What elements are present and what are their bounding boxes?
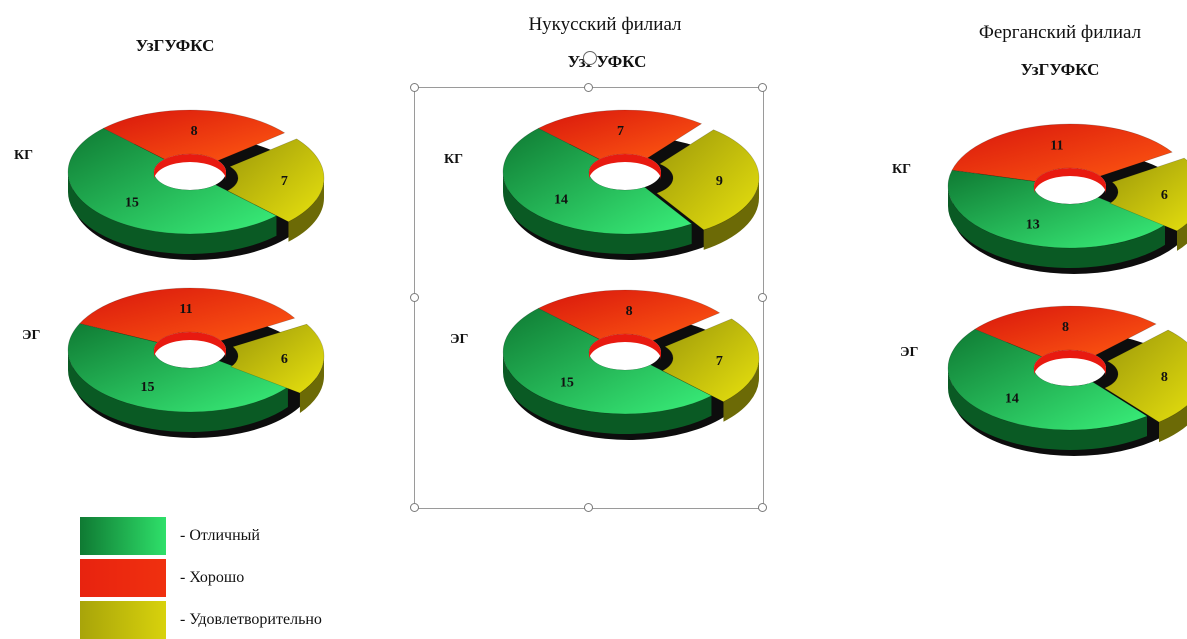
legend-item-good: - Хорошо	[80, 559, 244, 597]
doughnut-side	[948, 368, 1148, 450]
resize-handle-bc[interactable]	[584, 503, 593, 512]
legend-item-excellent: - Отличный	[80, 517, 260, 555]
resize-handle-tr[interactable]	[758, 83, 767, 92]
chart-1-kg-label: КГ	[14, 148, 34, 163]
chart-1-subtitle: УзГУФКС	[135, 36, 215, 55]
chart-2-title: Нукусский филиал	[528, 14, 682, 35]
legend-item-satisfactory: - Удовлетворительно	[80, 601, 322, 639]
data-label: 14	[1005, 392, 1019, 407]
slice-satisfactory	[1109, 157, 1187, 232]
doughnut-hole-wall	[1034, 168, 1106, 194]
data-label: 15	[125, 196, 139, 211]
resize-handle-bl[interactable]	[410, 503, 419, 512]
doughnut-side	[68, 350, 288, 432]
data-label: 6	[281, 352, 288, 367]
slice-satisfactory	[226, 138, 325, 223]
doughnut-hole-wall	[589, 334, 661, 360]
resize-handle-tc[interactable]	[584, 83, 593, 92]
doughnut-side	[68, 172, 277, 254]
resize-handle-mr[interactable]	[758, 293, 767, 302]
chart-3-eg-label: ЭГ	[900, 345, 919, 360]
legend-swatch-satisfactory	[80, 601, 166, 639]
data-label: 15	[560, 376, 574, 391]
chart-1-eg-label: ЭГ	[22, 328, 41, 343]
data-label: 15	[141, 380, 155, 395]
legend-label-excellent: - Отличный	[180, 527, 260, 544]
data-label: 7	[281, 174, 288, 189]
doughnut-side	[1159, 405, 1187, 443]
resize-handle-ml[interactable]	[410, 293, 419, 302]
doughnut-side	[503, 172, 692, 254]
legend-swatch-good	[80, 559, 166, 597]
doughnut-side	[1176, 223, 1187, 251]
doughnut-side	[288, 178, 324, 242]
doughnut-3-kg: 13 11 6	[947, 123, 1187, 274]
doughnut-hole-wall	[589, 154, 661, 180]
doughnut-side	[703, 178, 759, 250]
slice-good	[102, 109, 286, 161]
data-label: 7	[617, 124, 624, 139]
slice-satisfactory	[230, 323, 325, 394]
doughnut-side	[299, 356, 324, 413]
data-label: 8	[1062, 320, 1069, 335]
data-label: 8	[1161, 370, 1168, 385]
doughnut-hole-wall	[1034, 350, 1106, 376]
doughnut-side	[723, 358, 759, 422]
chart-2-kg-label: КГ	[444, 152, 464, 167]
rotate-handle-icon[interactable]	[583, 51, 597, 65]
data-label: 7	[716, 354, 723, 369]
slice-good	[974, 305, 1157, 358]
resize-handle-br[interactable]	[758, 503, 767, 512]
chart-3-kg-label: КГ	[892, 162, 912, 177]
doughnut-3-eg: 14 8 8	[947, 305, 1187, 456]
slice-good	[537, 289, 721, 341]
slice-good	[951, 123, 1173, 182]
resize-handle-tl[interactable]	[410, 83, 419, 92]
legend-swatch-excellent	[80, 517, 166, 555]
slice-satisfactory	[661, 318, 760, 403]
data-label: 8	[191, 124, 198, 139]
doughnut-side	[948, 186, 1165, 268]
data-label: 9	[716, 174, 723, 189]
doughnut-hole-wall	[154, 154, 226, 180]
data-label: 11	[179, 302, 192, 317]
slice-satisfactory	[656, 129, 760, 231]
doughnut-hole-wall	[154, 332, 226, 358]
chart-3-title: Ферганский филиал	[978, 22, 1142, 43]
chart-2-eg-label: ЭГ	[450, 332, 469, 347]
data-label: 8	[626, 304, 633, 319]
slice-satisfactory	[1104, 329, 1187, 423]
doughnut-2-kg: 14 7 9	[502, 109, 760, 260]
data-label: 11	[1050, 139, 1063, 154]
doughnut-1-eg: 15 11 6	[67, 287, 325, 438]
legend-label-satisfactory: - Удовлетворительно	[180, 611, 322, 628]
chart-3-subtitle: УзГУФКС	[1020, 60, 1100, 79]
legend-label-good: - Хорошо	[180, 569, 245, 586]
data-label: 14	[554, 192, 568, 207]
data-label: 13	[1026, 217, 1040, 232]
data-label: 6	[1161, 188, 1168, 203]
doughnut-side	[502, 352, 712, 434]
